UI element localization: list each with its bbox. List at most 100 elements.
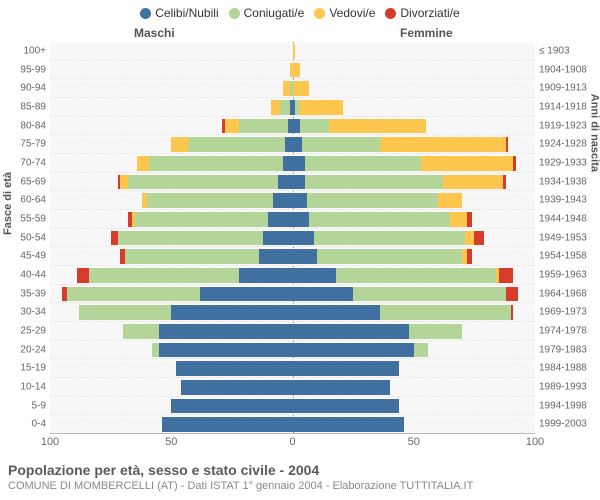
age-label: 50-54 [20,232,50,243]
bar-segment [443,175,504,190]
bar-segment [293,268,337,283]
birth-year-label: 1919-1923 [535,120,587,131]
pyramid-row: 45-491954-1958 [50,246,535,265]
male-bar [50,62,293,78]
female-bar [293,398,536,414]
legend-item: Coniugati/e [229,6,305,20]
male-bar [50,416,293,432]
pyramid-row: 85-891914-1918 [50,97,535,116]
bar-segment [188,137,285,152]
age-label: 35-39 [20,288,50,299]
bar-segment [380,305,511,320]
age-label: 15-19 [20,363,50,374]
bar-segment [293,249,317,264]
birth-year-label: 1999-2003 [535,419,587,430]
female-bar [293,342,536,358]
bar-segment [271,100,281,115]
female-bar [293,360,536,376]
bar-segment [302,137,380,152]
age-label: 60-64 [20,195,50,206]
bar-segment [171,399,292,414]
bar-segment [181,380,293,395]
bar-segment [511,305,513,320]
age-label: 70-74 [20,157,50,168]
male-bar [50,398,293,414]
legend-item: Divorziati/e [385,6,459,20]
female-bar [293,267,536,283]
chart-subtitle: COMUNE DI MOMBERCELLI (AT) - Dati ISTAT … [8,480,473,492]
bar-segment [278,175,293,190]
bar-segment [67,287,200,302]
bar-segment [225,119,240,134]
bar-segment [162,417,293,432]
legend-label: Coniugati/e [244,6,305,20]
bar-segment [147,193,273,208]
age-label: 45-49 [20,251,50,262]
plot-area: 100+≤ 190395-991904-190890-941909-191385… [50,42,535,434]
bar-segment [438,193,462,208]
male-bar [50,192,293,208]
bar-segment [293,119,300,134]
pyramid-row: 20-241979-1983 [50,340,535,359]
population-pyramid: Celibi/NubiliConiugati/eVedovi/eDivorzia… [0,0,600,500]
pyramid-row: 65-691934-1938 [50,172,535,191]
bar-segment [149,156,282,171]
y-axis-title-right: Anni di nascita [588,94,600,172]
pyramid-row: 70-741929-1933 [50,153,535,172]
bar-segment [159,324,292,339]
birth-year-label: 1944-1948 [535,213,587,224]
male-bar [50,211,293,227]
age-label: 95-99 [20,64,50,75]
pyramid-row: 10-141989-1993 [50,377,535,396]
legend-label: Vedovi/e [329,6,375,20]
male-bar [50,304,293,320]
birth-year-label: 1959-1963 [535,269,587,280]
bar-segment [283,81,290,96]
chart-title: Popolazione per età, sesso e stato civil… [8,462,473,478]
bar-segment [353,287,506,302]
male-bar [50,248,293,264]
male-bar [50,342,293,358]
bar-segment [273,193,292,208]
bar-segment [176,361,292,376]
bar-segment [293,212,310,227]
birth-year-label: 1924-1928 [535,139,587,150]
bar-segment [79,305,171,320]
bar-segment [293,44,295,59]
birth-year-label: 1929-1933 [535,157,587,168]
female-bar [293,379,536,395]
pyramid-row: 100+≤ 1903 [50,42,535,60]
birth-year-label: 1909-1913 [535,83,587,94]
female-bar [293,230,536,246]
x-tick: 0 [289,436,295,448]
female-bar [293,99,536,115]
age-label: 5-9 [32,400,50,411]
x-tick: 100 [526,436,544,448]
bar-segment [307,193,438,208]
legend-item: Vedovi/e [314,6,375,20]
legend-label: Divorziati/e [400,6,459,20]
female-bar [293,174,536,190]
bar-segment [465,231,475,246]
female-bar [293,304,536,320]
pyramid-row: 40-441959-1963 [50,265,535,284]
age-label: 80-84 [20,120,50,131]
bar-segment [293,417,405,432]
male-bar [50,360,293,376]
birth-year-label: 1974-1978 [535,325,587,336]
bar-segment [285,137,292,152]
bar-segment [293,287,354,302]
bar-segment [421,156,513,171]
y-axis-title-left: Fasce di età [2,172,14,235]
female-bar [293,323,536,339]
female-bar [293,248,536,264]
bar-segment [414,343,429,358]
age-label: 40-44 [20,269,50,280]
legend-swatch [385,8,396,19]
age-label: 25-29 [20,325,50,336]
male-bar [50,174,293,190]
bar-segment [111,231,118,246]
bar-segment [499,268,514,283]
male-bar [50,80,293,96]
birth-year-label: 1969-1973 [535,307,587,318]
